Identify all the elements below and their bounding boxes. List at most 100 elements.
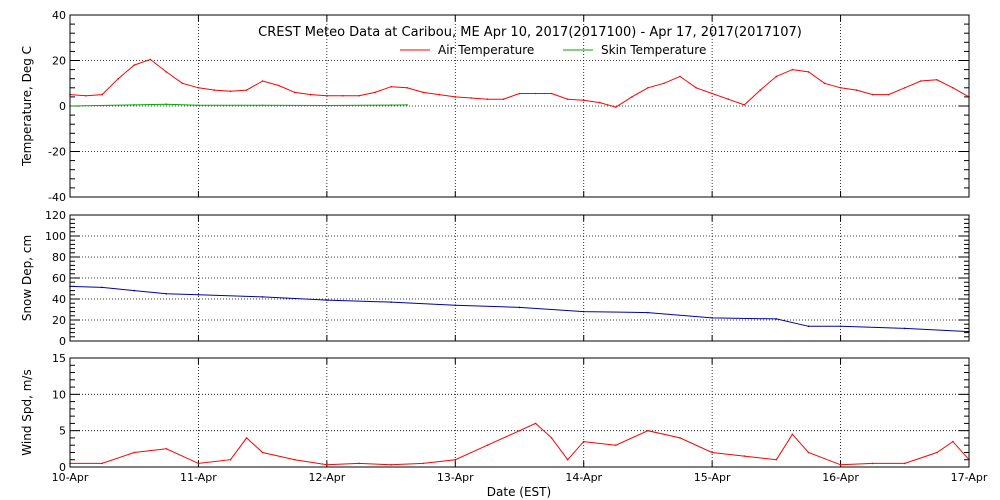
data-point (566, 98, 569, 100)
data-point (197, 294, 200, 296)
data-point (791, 433, 794, 436)
data-point (711, 92, 713, 95)
data-point (502, 98, 505, 100)
data-point (101, 93, 103, 96)
data-point (679, 437, 681, 439)
data-point (839, 87, 842, 89)
data-point (294, 91, 296, 94)
plot-frame (69, 357, 970, 468)
data-point (165, 103, 168, 105)
data-point (679, 75, 681, 78)
data-point (631, 96, 633, 98)
data-point (374, 91, 376, 94)
data-point (422, 462, 425, 465)
data-point (261, 80, 264, 82)
x-tick-label: 14-Apr (565, 471, 602, 484)
x-tick-label: 15-Apr (694, 471, 731, 484)
x-tick-label: 13-Apr (437, 471, 474, 484)
data-point (261, 104, 264, 107)
data-point (727, 98, 729, 100)
x-tick-label: 17-Apr (951, 471, 988, 484)
x-axis-label: Date (EST) (487, 485, 551, 499)
y-tick-label: 0 (59, 100, 66, 113)
data-point (807, 71, 810, 73)
data-point (406, 104, 408, 106)
data-point (406, 87, 408, 89)
data-point (518, 306, 521, 309)
data-point (181, 82, 184, 85)
data-point (904, 327, 906, 330)
data-point (454, 458, 457, 461)
data-point (197, 462, 200, 465)
y-tick-label: 60 (52, 272, 66, 285)
data-point (390, 464, 392, 466)
x-tick-label: 16-Apr (822, 471, 859, 484)
y-tick-label: 120 (45, 209, 66, 222)
data-point (839, 464, 842, 466)
legend-label: Skin Temperature (601, 43, 706, 57)
data-point (936, 451, 938, 454)
data-point (261, 451, 264, 454)
data-point (920, 80, 922, 82)
data-point (550, 437, 553, 439)
y-tick-label: -40 (48, 191, 66, 204)
data-point (358, 95, 360, 97)
data-point (566, 458, 569, 461)
data-point (310, 93, 312, 96)
y-tick-label: 20 (52, 55, 66, 68)
data-point (582, 440, 585, 443)
data-point (743, 104, 746, 106)
series-line-1-1 (69, 58, 970, 108)
data-point (390, 104, 392, 106)
data-point (101, 462, 103, 465)
panel-3: 10-Apr 11-Apr 12-Apr 13-Apr 14-Apr 15-Apr 16-A… (20, 352, 988, 484)
data-point (358, 462, 360, 465)
data-point (807, 451, 810, 454)
x-tick-label: 12-Apr (308, 471, 345, 484)
data-point (534, 422, 537, 425)
y-tick-label: 40 (52, 293, 66, 306)
data-point (647, 87, 649, 89)
data-point (582, 99, 585, 102)
data-point (936, 79, 938, 81)
x-tick-label: 11-Apr (180, 471, 217, 484)
data-point (326, 299, 328, 301)
data-point (326, 95, 328, 97)
data-point (213, 89, 216, 91)
chart-title: CREST Meteo Data at Caribou, ME Apr 10, … (258, 25, 802, 40)
y-axis-label: Wind Spd, m/s (20, 369, 34, 455)
data-point (454, 304, 457, 307)
y-tick-label: 40 (52, 9, 66, 22)
data-point (326, 464, 328, 466)
data-point (952, 440, 954, 443)
data-point (245, 437, 248, 439)
plot-frame (69, 14, 970, 198)
plot-frame (69, 214, 970, 342)
data-point (711, 317, 713, 319)
y-tick-label: 5 (59, 425, 66, 438)
data-point (695, 87, 697, 89)
data-point (615, 444, 617, 447)
y-tick-label: 100 (45, 230, 66, 243)
series-line-1-2 (69, 103, 408, 107)
y-tick-label: 0 (59, 335, 66, 348)
data-point (133, 451, 135, 454)
data-point (871, 93, 874, 96)
data-point (904, 87, 906, 89)
y-tick-label: -20 (48, 146, 66, 159)
data-point (261, 296, 264, 298)
y-axis-label: Temperature, Deg C (20, 46, 34, 167)
data-point (326, 104, 328, 107)
data-point (101, 286, 103, 289)
data-point (197, 104, 200, 107)
data-point (165, 71, 168, 73)
data-point (582, 310, 585, 313)
data-point (518, 429, 521, 432)
y-tick-label: 10 (52, 388, 66, 401)
data-point (871, 462, 874, 465)
data-point (85, 95, 87, 97)
data-point (743, 455, 746, 457)
panel-1: -40 -20 0 20 40 Temperature, Deg C (20, 9, 970, 204)
data-point (165, 448, 168, 450)
